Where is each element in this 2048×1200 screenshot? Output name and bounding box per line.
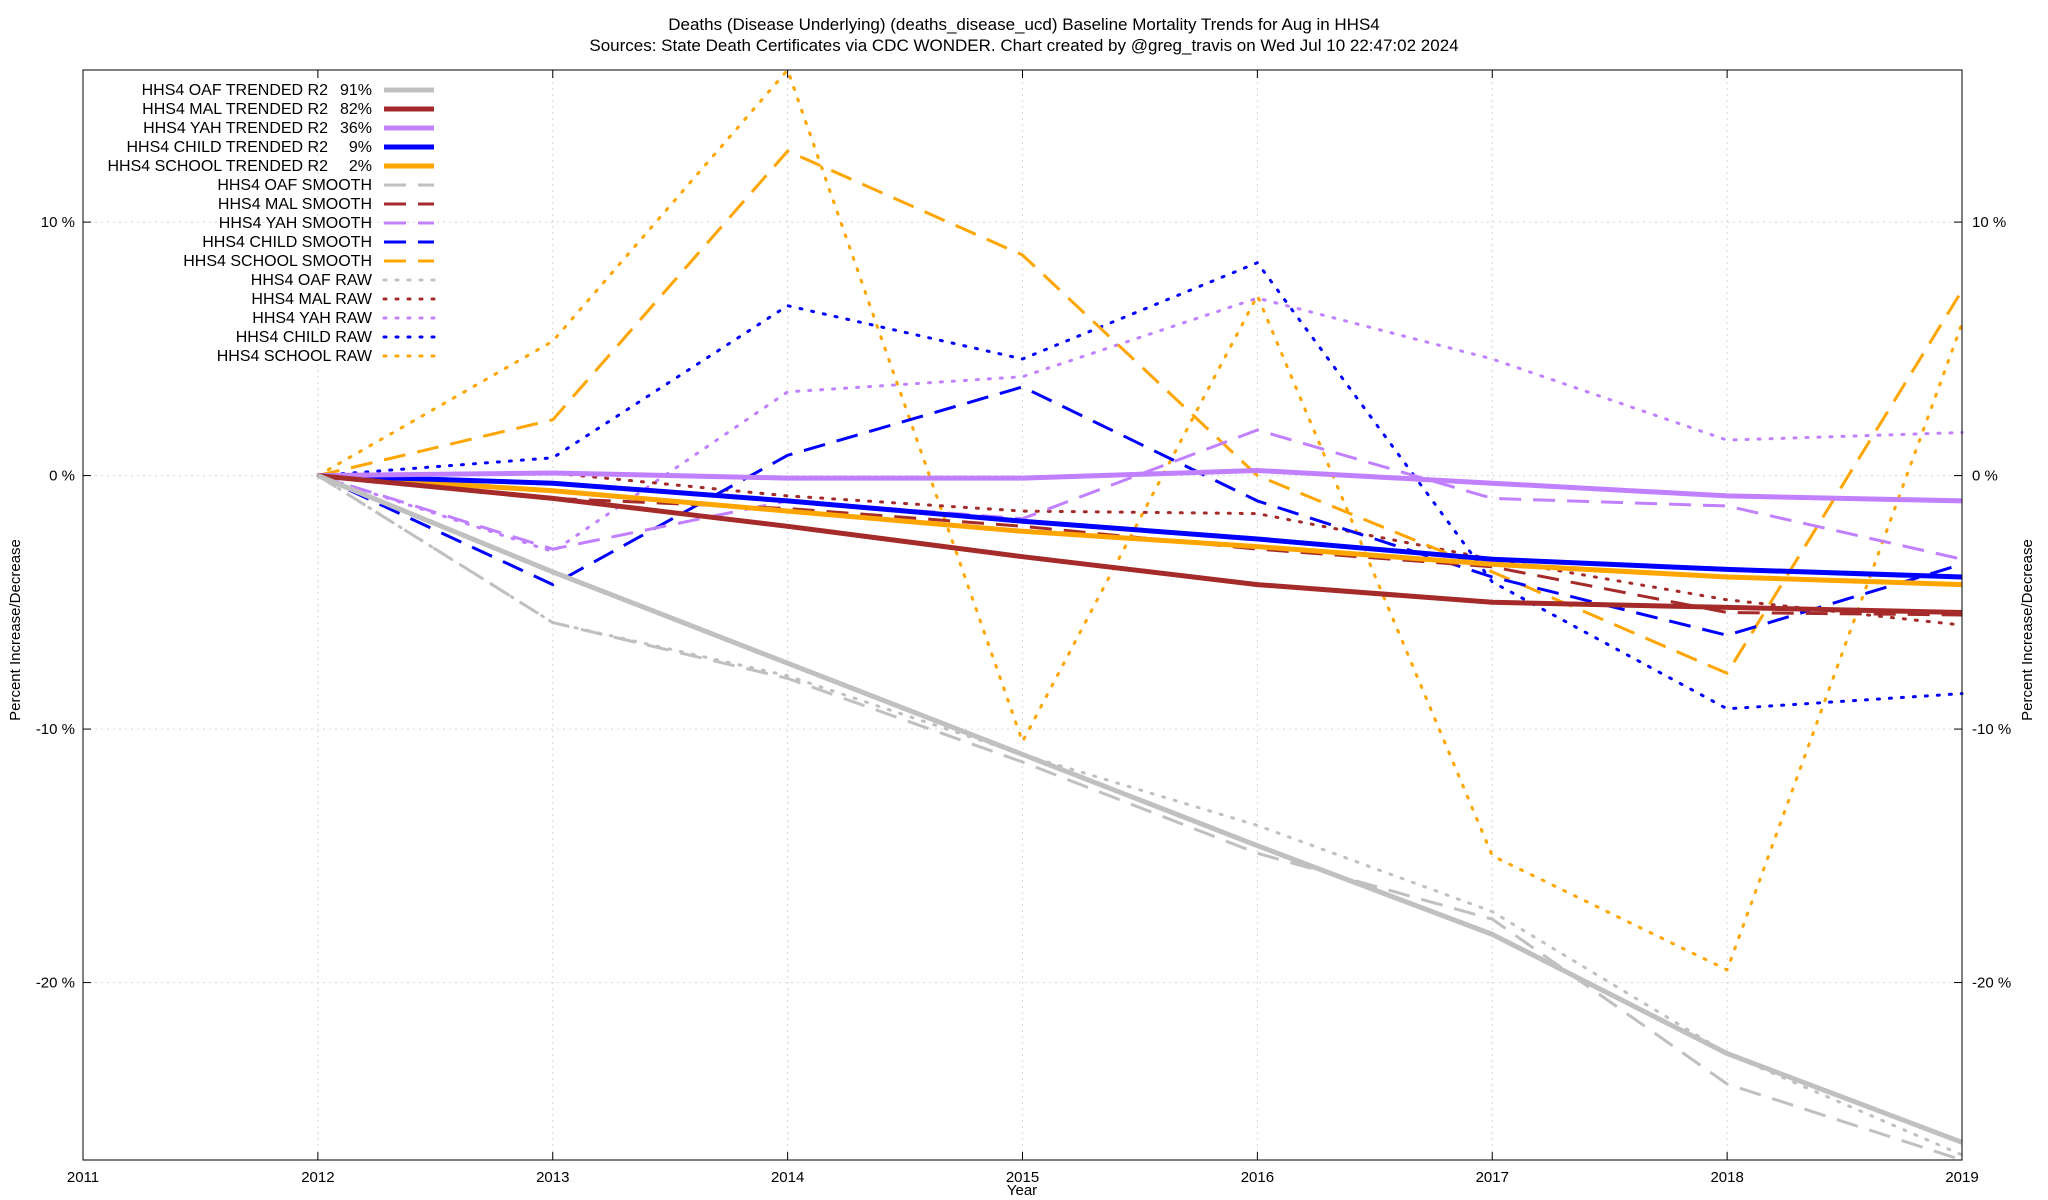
y-tick-label-left: -10 % — [36, 721, 75, 738]
legend-label-hhs4-mal-trended-r2: HHS4 MAL TRENDED R2 — [142, 101, 328, 118]
x-tick-label: 2014 — [771, 1169, 804, 1186]
series-line-hhs4-school-trended-r2 — [317, 473, 1963, 588]
legend-r2-hhs4-oaf-trended-r2: 91% — [340, 82, 372, 99]
legend-label-hhs4-yah-smooth: HHS4 YAH SMOOTH — [219, 215, 372, 232]
legend-label-hhs4-yah-trended-r2: HHS4 YAH TRENDED R2 — [143, 120, 328, 137]
title-line-1: Deaths (Disease Underlying) (deaths_dise… — [668, 15, 1380, 34]
y-tick-label-right: -10 % — [1972, 721, 2011, 738]
x-tick-label: 2017 — [1476, 1169, 1509, 1186]
y-tick-label-right: 0 % — [1972, 468, 1998, 485]
y-axis-label-right: Percent Increase/Decrease — [2019, 539, 2036, 721]
series-line-hhs4-child-smooth — [317, 385, 1963, 637]
series-line-hhs4-yah-raw — [316, 296, 1964, 554]
series-line-hhs4-oaf-trended-r2 — [316, 473, 1963, 1145]
legend-label-hhs4-school-trended-r2: HHS4 SCHOOL TRENDED R2 — [108, 158, 329, 175]
legend-r2-hhs4-child-trended-r2: 9% — [349, 139, 372, 156]
legend-label-hhs4-school-smooth: HHS4 SCHOOL SMOOTH — [183, 253, 372, 270]
series-line-hhs4-oaf-smooth — [317, 474, 1963, 1162]
x-tick-label: 2012 — [301, 1169, 334, 1186]
series-line-hhs4-yah-trended-r2 — [317, 468, 1963, 504]
x-tick-label: 2015 — [1006, 1169, 1039, 1186]
series-line-hhs4-mal-raw — [316, 471, 1964, 627]
legend-label-hhs4-yah-raw: HHS4 YAH RAW — [252, 310, 373, 327]
y-tick-label-left: -20 % — [36, 975, 75, 992]
ticks: 2011 2012 2013 2014 2015 2016 2017 2018 2019 10 %… — [36, 70, 2011, 1186]
series-group — [316, 68, 1964, 1162]
legend-label-hhs4-oaf-smooth: HHS4 OAF SMOOTH — [217, 177, 372, 194]
y-tick-label-right: 10 % — [1972, 214, 2006, 231]
y-axis-label-left: Percent Increase/Decrease — [7, 539, 24, 721]
legend-label-hhs4-child-raw: HHS4 CHILD RAW — [236, 329, 373, 346]
title-line-2: Sources: State Death Certificates via CD… — [589, 36, 1458, 55]
legend-label-hhs4-oaf-trended-r2: HHS4 OAF TRENDED R2 — [142, 82, 329, 99]
legend: HHS4 OAF TRENDED R2 91% HHS4 MAL TRENDED R… — [108, 82, 436, 365]
legend-label-hhs4-mal-raw: HHS4 MAL RAW — [251, 291, 373, 308]
legend-label-hhs4-child-smooth: HHS4 CHILD SMOOTH — [202, 234, 372, 251]
series-line-hhs4-child-trended-r2 — [317, 473, 1963, 580]
chart-title: Deaths (Disease Underlying) (deaths_dise… — [589, 15, 1458, 55]
legend-label-hhs4-oaf-raw: HHS4 OAF RAW — [251, 272, 373, 289]
series-line-hhs4-school-smooth — [317, 149, 1964, 675]
legend-r2-hhs4-yah-trended-r2: 36% — [340, 120, 372, 137]
x-tick-label: 2019 — [1945, 1169, 1978, 1186]
x-tick-label: 2016 — [1241, 1169, 1274, 1186]
x-tick-label: 2013 — [536, 1169, 569, 1186]
legend-r2-hhs4-school-trended-r2: 2% — [349, 158, 372, 175]
y-tick-label-left: 0 % — [49, 468, 75, 485]
x-tick-label: 2018 — [1710, 1169, 1743, 1186]
legend-label-hhs4-mal-smooth: HHS4 MAL SMOOTH — [218, 196, 372, 213]
y-tick-label-right: -20 % — [1972, 975, 2011, 992]
legend-r2-hhs4-mal-trended-r2: 82% — [340, 101, 372, 118]
legend-label-hhs4-child-trended-r2: HHS4 CHILD TRENDED R2 — [126, 139, 328, 156]
y-tick-label-left: 10 % — [41, 214, 75, 231]
series-line-hhs4-school-raw — [316, 68, 1964, 972]
series-line-hhs4-mal-trended-r2 — [317, 473, 1963, 615]
series-line-hhs4-oaf-raw — [316, 474, 1964, 1157]
series-line-hhs4-yah-smooth — [317, 428, 1963, 561]
legend-label-hhs4-school-raw: HHS4 SCHOOL RAW — [217, 348, 373, 365]
x-axis-label: Year — [1007, 1182, 1037, 1199]
x-tick-label: 2011 — [67, 1169, 99, 1186]
